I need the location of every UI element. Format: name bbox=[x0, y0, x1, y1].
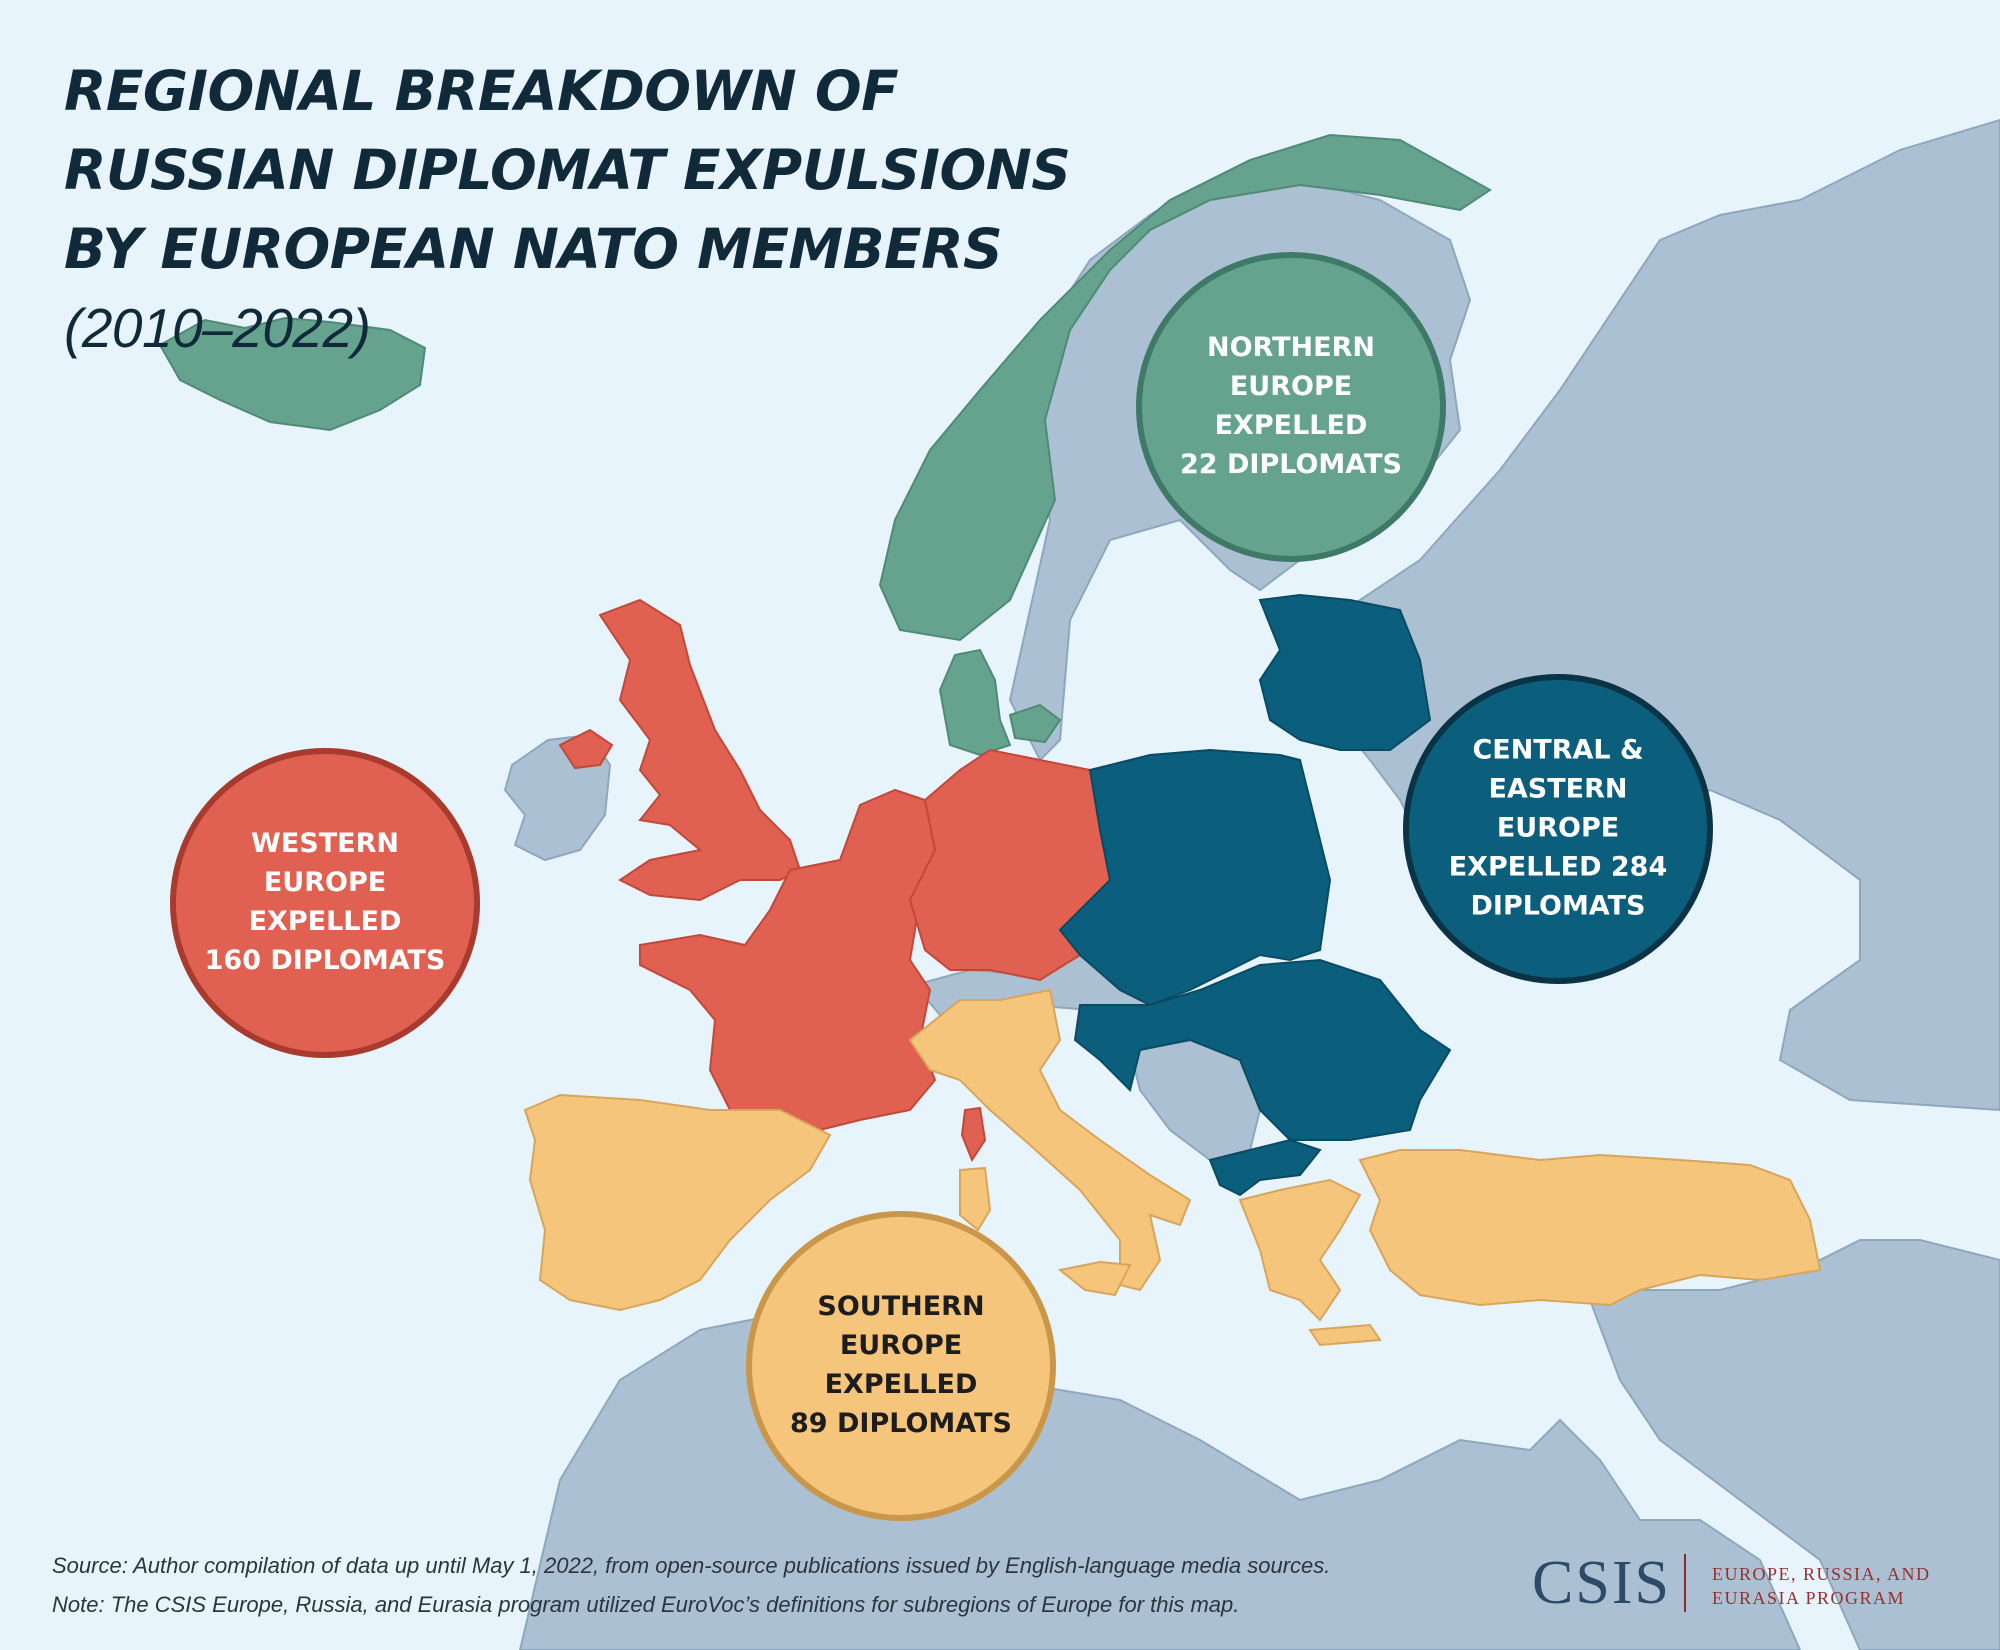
bubble-western: WESTERN EUROPE EXPELLED 160 DIPLOMATS bbox=[170, 748, 480, 1058]
bubble-label-line: DIPLOMATS bbox=[1471, 891, 1646, 922]
bubble-label-line: 160 DIPLOMATS bbox=[205, 945, 446, 976]
bubble-circle bbox=[1403, 674, 1713, 984]
land-denmark-islands bbox=[1008, 703, 1062, 744]
land-middle-east bbox=[1588, 1239, 2000, 1650]
bubble-label-line: EXPELLED 284 bbox=[1449, 852, 1668, 883]
land-sicily bbox=[1057, 1260, 1132, 1297]
land-romania-bulgaria-croatia-slovenia bbox=[1073, 958, 1452, 1141]
land-sardinia bbox=[959, 1166, 992, 1232]
logo-divider bbox=[1684, 1554, 1686, 1612]
bubble-southern: SOUTHERN EUROPE EXPELLED 89 DIPLOMATS bbox=[746, 1211, 1056, 1521]
bubble-label-line: EXPELLED bbox=[825, 1369, 978, 1400]
bubble-label-line: EUROPE bbox=[1497, 813, 1619, 844]
bubble-label-line: 22 DIPLOMATS bbox=[1180, 449, 1402, 480]
bubble-label-line: SOUTHERN bbox=[817, 1291, 984, 1322]
land-denmark bbox=[938, 648, 1012, 757]
bubble-circle bbox=[746, 1211, 1056, 1521]
bubble-label-line: EASTERN bbox=[1488, 774, 1627, 805]
title-main: REGIONAL BREAKDOWN OF RUSSIAN DIPLOMAT E… bbox=[64, 59, 1071, 281]
land-crete bbox=[1308, 1323, 1382, 1347]
central-eastern-countries bbox=[1058, 593, 1452, 1197]
bubble-label-line: EXPELLED bbox=[1215, 410, 1368, 441]
source-note: Source: Author compilation of data up un… bbox=[52, 1553, 1331, 1578]
logo-org: CSIS bbox=[1532, 1549, 1671, 1617]
land-turkey bbox=[1358, 1149, 1822, 1307]
methodology-note: Note: The CSIS Europe, Russia, and Euras… bbox=[52, 1592, 1240, 1617]
bubble-label-line: EXPELLED bbox=[249, 906, 402, 937]
bubble-label-line: WESTERN bbox=[251, 828, 399, 859]
land-iberia bbox=[523, 1093, 832, 1312]
land-italy bbox=[908, 988, 1192, 1292]
land-poland-czechia-slovakia-hungary bbox=[1058, 748, 1332, 1007]
logo-program: EUROPE, RUSSIA, AND EURASIA PROGRAM bbox=[1712, 1562, 1972, 1610]
map-title: REGIONAL BREAKDOWN OF RUSSIAN DIPLOMAT E… bbox=[64, 52, 1144, 368]
bubble-northern: NORTHERN EUROPE EXPELLED 22 DIPLOMATS bbox=[1136, 252, 1446, 562]
land-albania-montenegro-north-macedonia bbox=[1208, 1138, 1322, 1197]
logo-program-line1: EUROPE, RUSSIA, AND bbox=[1712, 1564, 1931, 1584]
region-bubbles: NORTHERN EUROPE EXPELLED 22 DIPLOMATS WESTER… bbox=[170, 252, 1713, 1521]
bubble-circle bbox=[1136, 252, 1446, 562]
land-northern-ireland bbox=[558, 728, 614, 770]
land-great-britain bbox=[598, 598, 802, 902]
land-corsica bbox=[960, 1106, 987, 1163]
land-greece bbox=[1238, 1178, 1362, 1322]
title-years: (2010–2022) bbox=[64, 297, 371, 359]
land-baltics bbox=[1258, 593, 1432, 751]
bubble-label-line: 89 DIPLOMATS bbox=[790, 1408, 1012, 1439]
bubble-label-line: EUROPE bbox=[840, 1330, 962, 1361]
bubble-circle bbox=[170, 748, 480, 1058]
bubble-label-line: CENTRAL & bbox=[1472, 735, 1643, 766]
southern-countries bbox=[523, 988, 1822, 1347]
bubble-central-eastern: CENTRAL & EASTERN EUROPE EXPELLED 284 DIPLOM… bbox=[1403, 674, 1713, 984]
bubble-label-line: EUROPE bbox=[1230, 371, 1352, 402]
western-countries bbox=[558, 598, 1112, 1163]
land-iceland bbox=[158, 316, 427, 432]
bubble-label-line: EUROPE bbox=[264, 867, 386, 898]
northern-countries bbox=[158, 133, 1492, 757]
logo-program-line2: EURASIA PROGRAM bbox=[1712, 1588, 1906, 1608]
land-norway bbox=[878, 133, 1492, 642]
bubble-label-line: NORTHERN bbox=[1207, 332, 1375, 363]
